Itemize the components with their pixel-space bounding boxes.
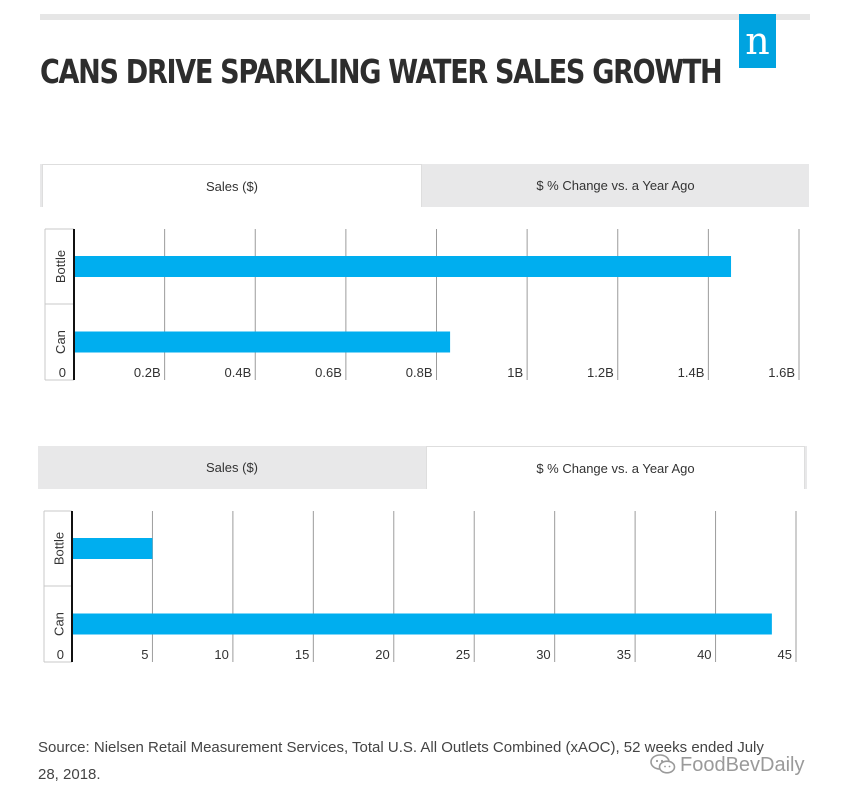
top-rule <box>40 14 810 20</box>
nielsen-logo: n <box>739 14 776 68</box>
watermark: FoodBevDaily <box>650 754 805 777</box>
page-title: CANS DRIVE SPARKLING WATER SALES GROWTH <box>40 52 723 91</box>
chart-2-tab-bar: Sales ($) $ % Change vs. a Year Ago <box>38 446 807 489</box>
wechat-icon <box>650 754 676 774</box>
chart-1-tick-label: 1.4B <box>678 365 705 380</box>
source-note: Source: Nielsen Retail Measurement Servi… <box>38 739 764 783</box>
chart-1-tick-label: 1.2B <box>587 365 614 380</box>
chart-2-tab-sales[interactable]: Sales ($) <box>205 460 259 475</box>
chart-2-tab-percent-change[interactable]: $ % Change vs. a Year Ago <box>426 446 805 489</box>
chart-1-tab-sales[interactable]: Sales ($) <box>42 164 422 207</box>
chart-1-tick-label: 0.8B <box>406 365 433 380</box>
chart-1-tick-label: 0.6B <box>315 365 342 380</box>
chart-1-tab-percent-change[interactable]: $ % Change vs. a Year Ago <box>536 178 695 193</box>
chart-1-tick-label: 0.4B <box>225 365 252 380</box>
chart-1-tick-label: 0 <box>59 365 66 380</box>
chart-1-tick-label: 0.2B <box>134 365 161 380</box>
chart-1-tab-bar: Sales ($) $ % Change vs. a Year Ago <box>40 164 809 207</box>
chart-1-tick-label: 1.6B <box>768 365 795 380</box>
chart-1-category-label: Can <box>53 330 68 354</box>
chart-1-bar-can <box>74 331 451 353</box>
chart-1-category-label: Bottle <box>53 250 68 283</box>
chart-1-bar-bottle <box>74 256 732 277</box>
chart-1-tick-label: 1B <box>507 365 523 380</box>
watermark-text: FoodBevDaily <box>680 754 805 776</box>
